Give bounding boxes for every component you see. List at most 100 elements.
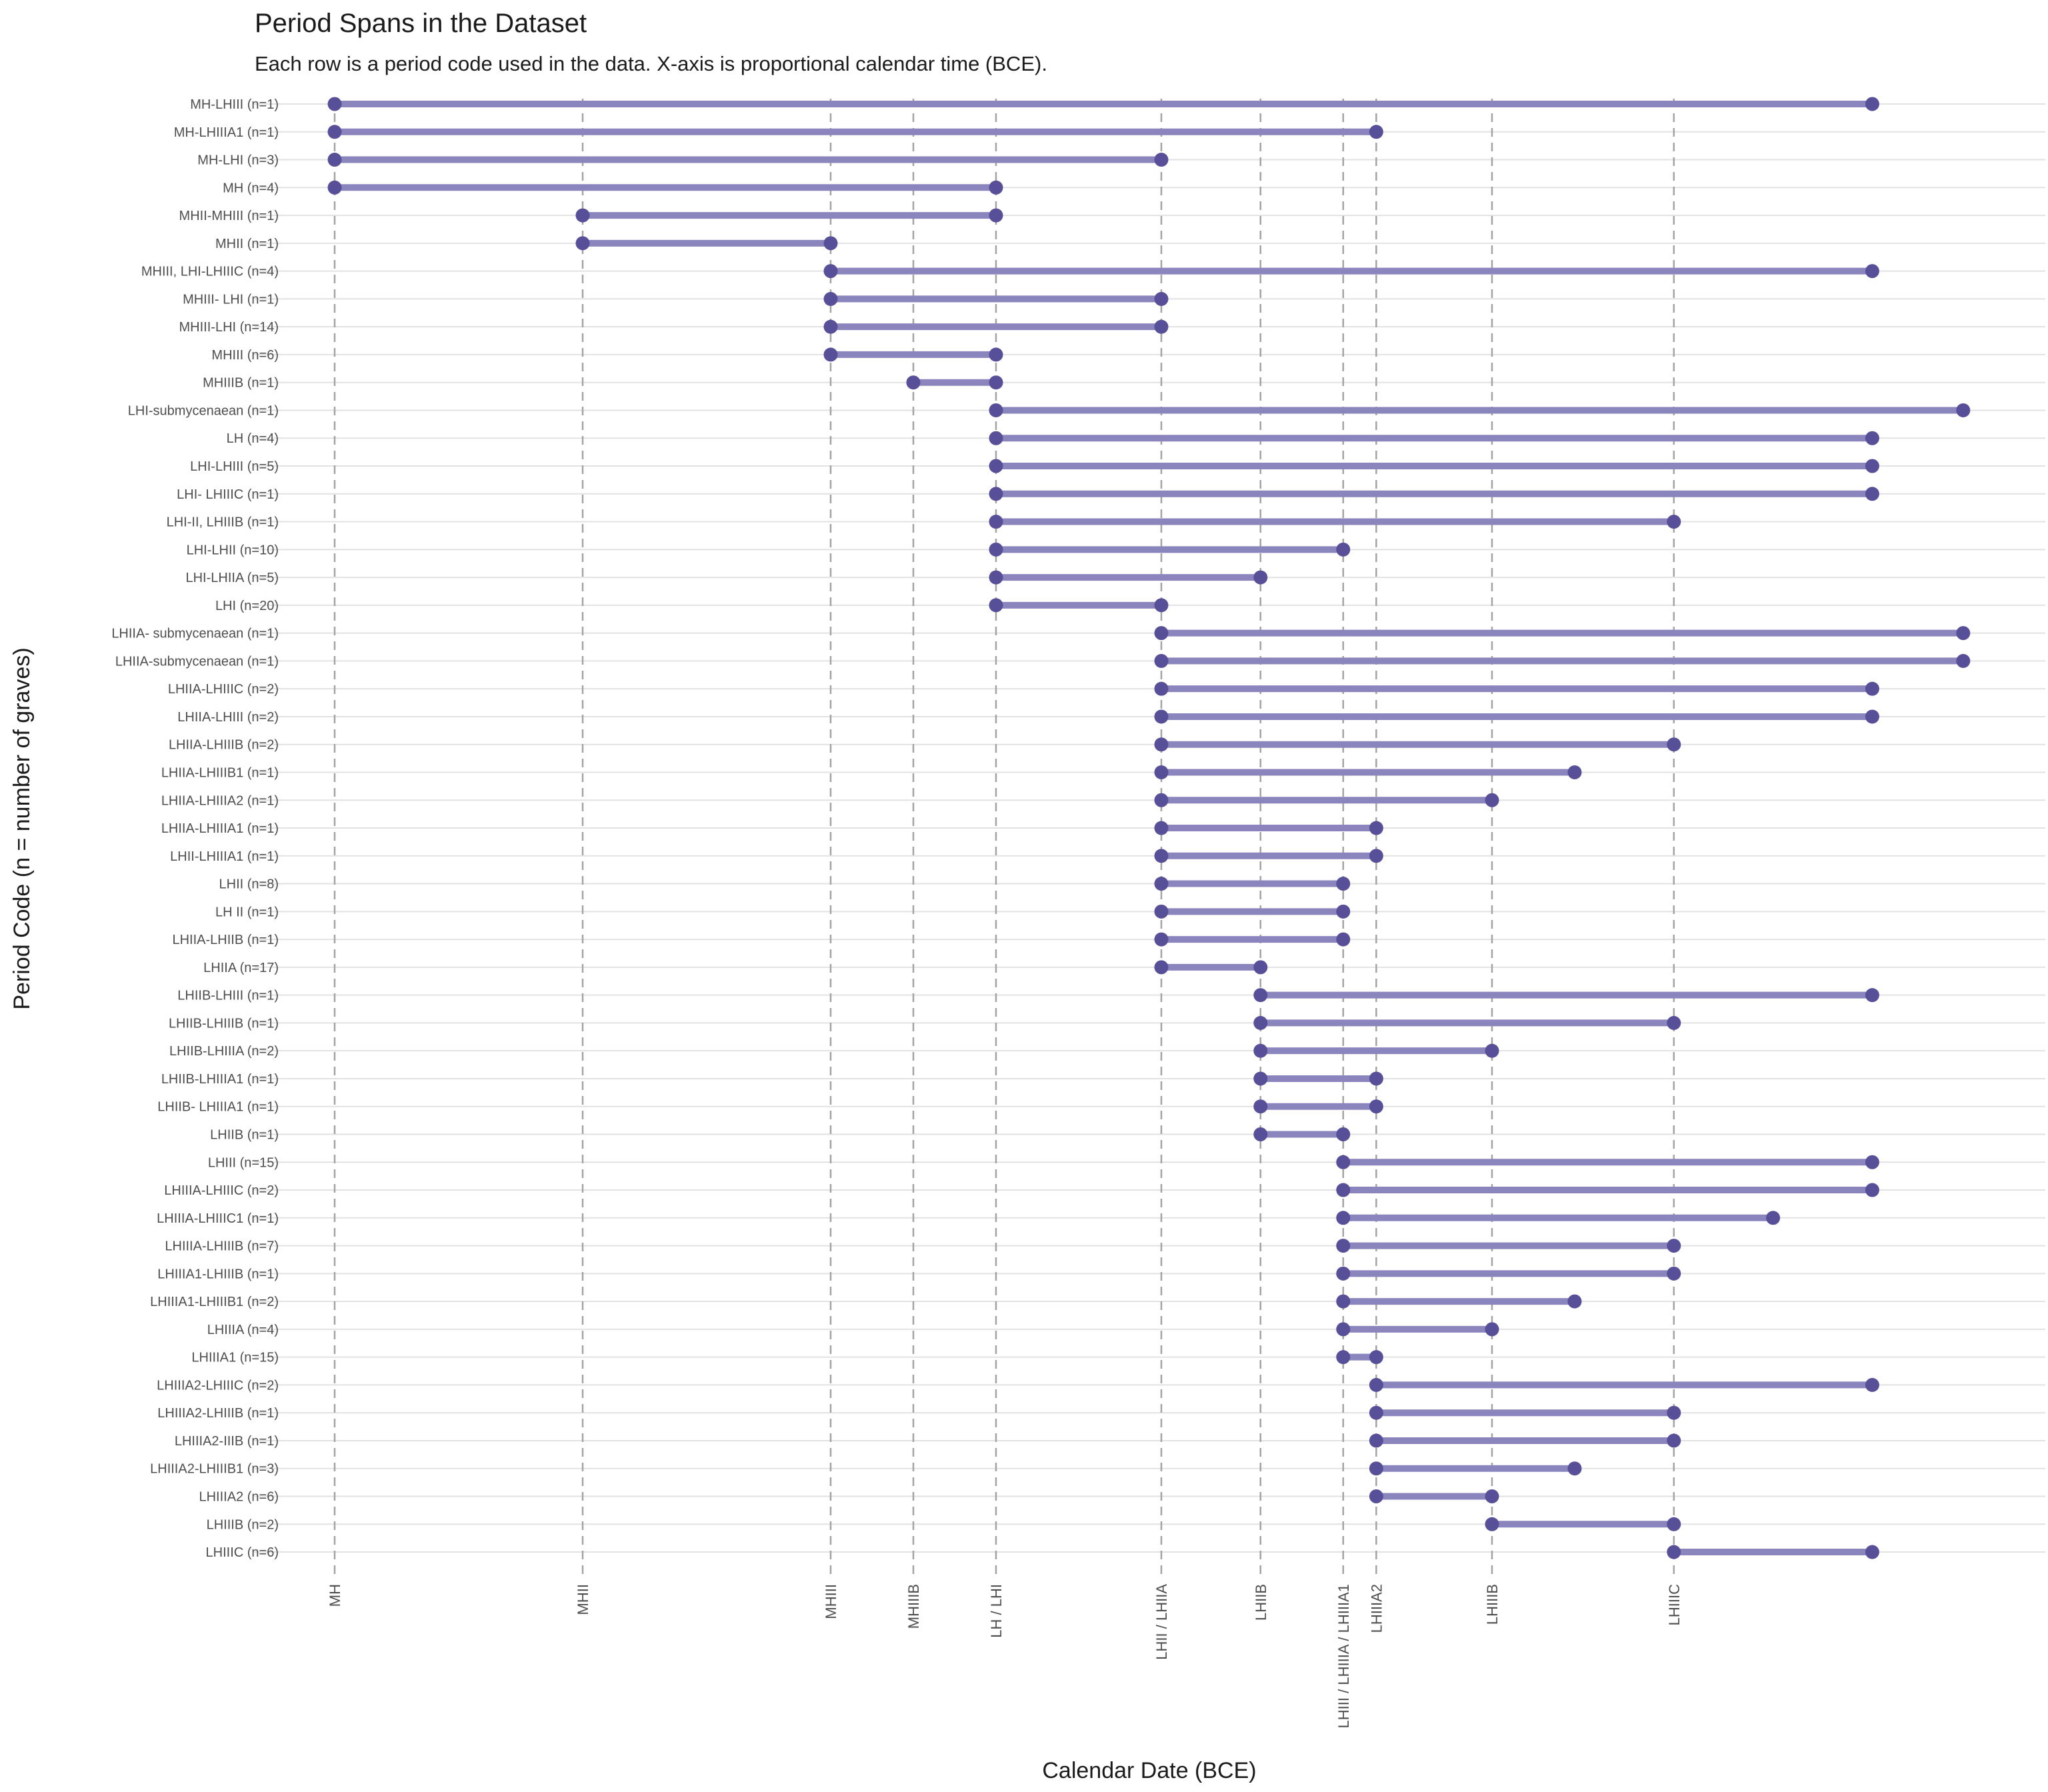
span-start-point	[989, 487, 1003, 501]
span-end-point	[1865, 1155, 1879, 1169]
span-start-point	[1154, 904, 1169, 919]
span-end-point	[823, 236, 838, 251]
period-row	[1336, 1239, 1681, 1253]
period-row	[575, 236, 838, 251]
x-axis-title: Calendar Date (BCE)	[1042, 1758, 1256, 1783]
span-start-point	[1253, 1127, 1268, 1141]
row-label: LHIIB (n=1)	[210, 1127, 279, 1142]
row-label: LHIIIA2-LHIIIB (n=1)	[157, 1406, 279, 1421]
span-start-point	[1154, 793, 1169, 807]
span-end-point	[1154, 291, 1169, 306]
span-start-point	[989, 431, 1003, 445]
span-end-point	[1154, 319, 1169, 334]
period-row	[1336, 1266, 1681, 1281]
span-end-point	[1667, 1433, 1681, 1448]
row-label: LHIIIA2-LHIIIC (n=2)	[157, 1378, 279, 1393]
period-tick-lines	[333, 99, 1675, 1577]
span-start-point	[1154, 681, 1169, 696]
period-row	[1253, 1015, 1681, 1030]
span-start-point	[1154, 821, 1169, 835]
span-end-point	[1336, 904, 1351, 919]
row-label: LH II (n=1)	[215, 905, 279, 919]
row-label: LHI-LHII (n=10)	[187, 543, 279, 557]
row-label: LHIIIB (n=2)	[207, 1517, 279, 1532]
x-tick-labels: MH MHII MHIII MHIIIB LH / LHI LHII / LHIIA LHI…	[327, 1584, 1683, 1729]
span-end-point	[1485, 793, 1499, 807]
period-row	[1485, 1517, 1681, 1531]
chart-title: Period Spans in the Dataset	[255, 9, 587, 38]
row-label: LHIIA-LHIIIB (n=2)	[169, 738, 279, 753]
row-label: LHIIIA2 (n=6)	[199, 1490, 279, 1505]
period-row	[1369, 1433, 1681, 1448]
period-row	[1369, 1489, 1499, 1503]
span-end-point	[1253, 570, 1268, 585]
span-end-point	[1865, 681, 1879, 696]
period-row	[989, 515, 1681, 529]
row-label: LHIIIA1-LHIIIB1 (n=2)	[150, 1295, 279, 1309]
span-start-point	[327, 180, 342, 195]
row-label: LHIIIA-LHIIIC (n=2)	[164, 1183, 279, 1198]
period-row	[823, 291, 1169, 306]
span-end-point	[989, 180, 1003, 195]
span-start-point	[1369, 1461, 1383, 1476]
period-row	[1336, 1350, 1383, 1365]
period-row	[1336, 1322, 1499, 1337]
period-row	[1336, 1294, 1582, 1309]
period-row	[327, 153, 1169, 167]
span-start-point	[989, 542, 1003, 557]
row-label: LHIII (n=15)	[208, 1155, 279, 1170]
span-end-point	[1667, 1405, 1681, 1420]
period-row	[1154, 626, 1971, 641]
period-row	[1154, 932, 1351, 947]
row-label: LHI-submycenaean (n=1)	[128, 403, 279, 418]
span-start-point	[989, 598, 1003, 613]
y-axis-title: Period Code (n = number of graves)	[9, 647, 35, 1009]
span-start-point	[1336, 1350, 1351, 1365]
span-start-point	[989, 570, 1003, 585]
period-row	[327, 125, 1383, 139]
span-end-point	[1956, 653, 1971, 668]
period-row	[1154, 849, 1383, 863]
span-end-point	[1369, 1071, 1383, 1086]
span-start-point	[1154, 737, 1169, 752]
row-label: LHIIA-LHIII (n=2)	[177, 710, 279, 725]
row-label: LHIIB-LHIII (n=1)	[177, 989, 279, 1003]
period-row	[1253, 1127, 1351, 1141]
span-start-point	[1253, 1043, 1268, 1058]
row-label: LHIIIA-LHIIIC1 (n=1)	[157, 1211, 279, 1226]
span-end-point	[1667, 1266, 1681, 1281]
x-tick-label: LHIIIC	[1666, 1584, 1683, 1625]
period-rows	[327, 97, 1971, 1559]
period-row	[1154, 765, 1582, 779]
row-label: MHIIIB (n=1)	[203, 376, 279, 391]
row-label: LHIIIA (n=4)	[207, 1323, 279, 1337]
period-row	[989, 598, 1169, 613]
span-end-point	[1865, 1377, 1879, 1392]
row-label: MH-LHIIIA1 (n=1)	[174, 125, 279, 140]
period-row	[1154, 904, 1351, 919]
span-end-point	[989, 375, 1003, 390]
span-end-point	[1766, 1211, 1781, 1225]
span-start-point	[1336, 1322, 1351, 1337]
period-row	[1154, 737, 1681, 752]
x-tick-label: LHIIB	[1253, 1584, 1269, 1621]
span-start-point	[1369, 1489, 1383, 1503]
period-row	[1369, 1461, 1582, 1476]
span-start-point	[906, 375, 921, 390]
row-label: LHIIA-LHIIIA2 (n=1)	[161, 793, 279, 808]
span-end-point	[1369, 849, 1383, 863]
span-start-point	[1369, 1377, 1383, 1392]
span-end-point	[1253, 960, 1268, 975]
row-label: LHI- LHIIIC (n=1)	[177, 487, 279, 502]
row-label: LHIIA-LHIIB (n=1)	[172, 933, 279, 947]
x-tick-label: LHII / LHIIA	[1153, 1584, 1170, 1660]
row-label: LHIIIA1-LHIIIB (n=1)	[157, 1267, 279, 1281]
span-start-point	[1154, 626, 1169, 641]
span-end-point	[1667, 1015, 1681, 1030]
span-start-point	[1336, 1211, 1351, 1225]
row-label: LHIIB-LHIIIA (n=2)	[169, 1044, 279, 1059]
period-row	[1154, 653, 1971, 668]
span-end-point	[1369, 1350, 1383, 1365]
x-tick-label: LHIIIB	[1484, 1584, 1501, 1625]
